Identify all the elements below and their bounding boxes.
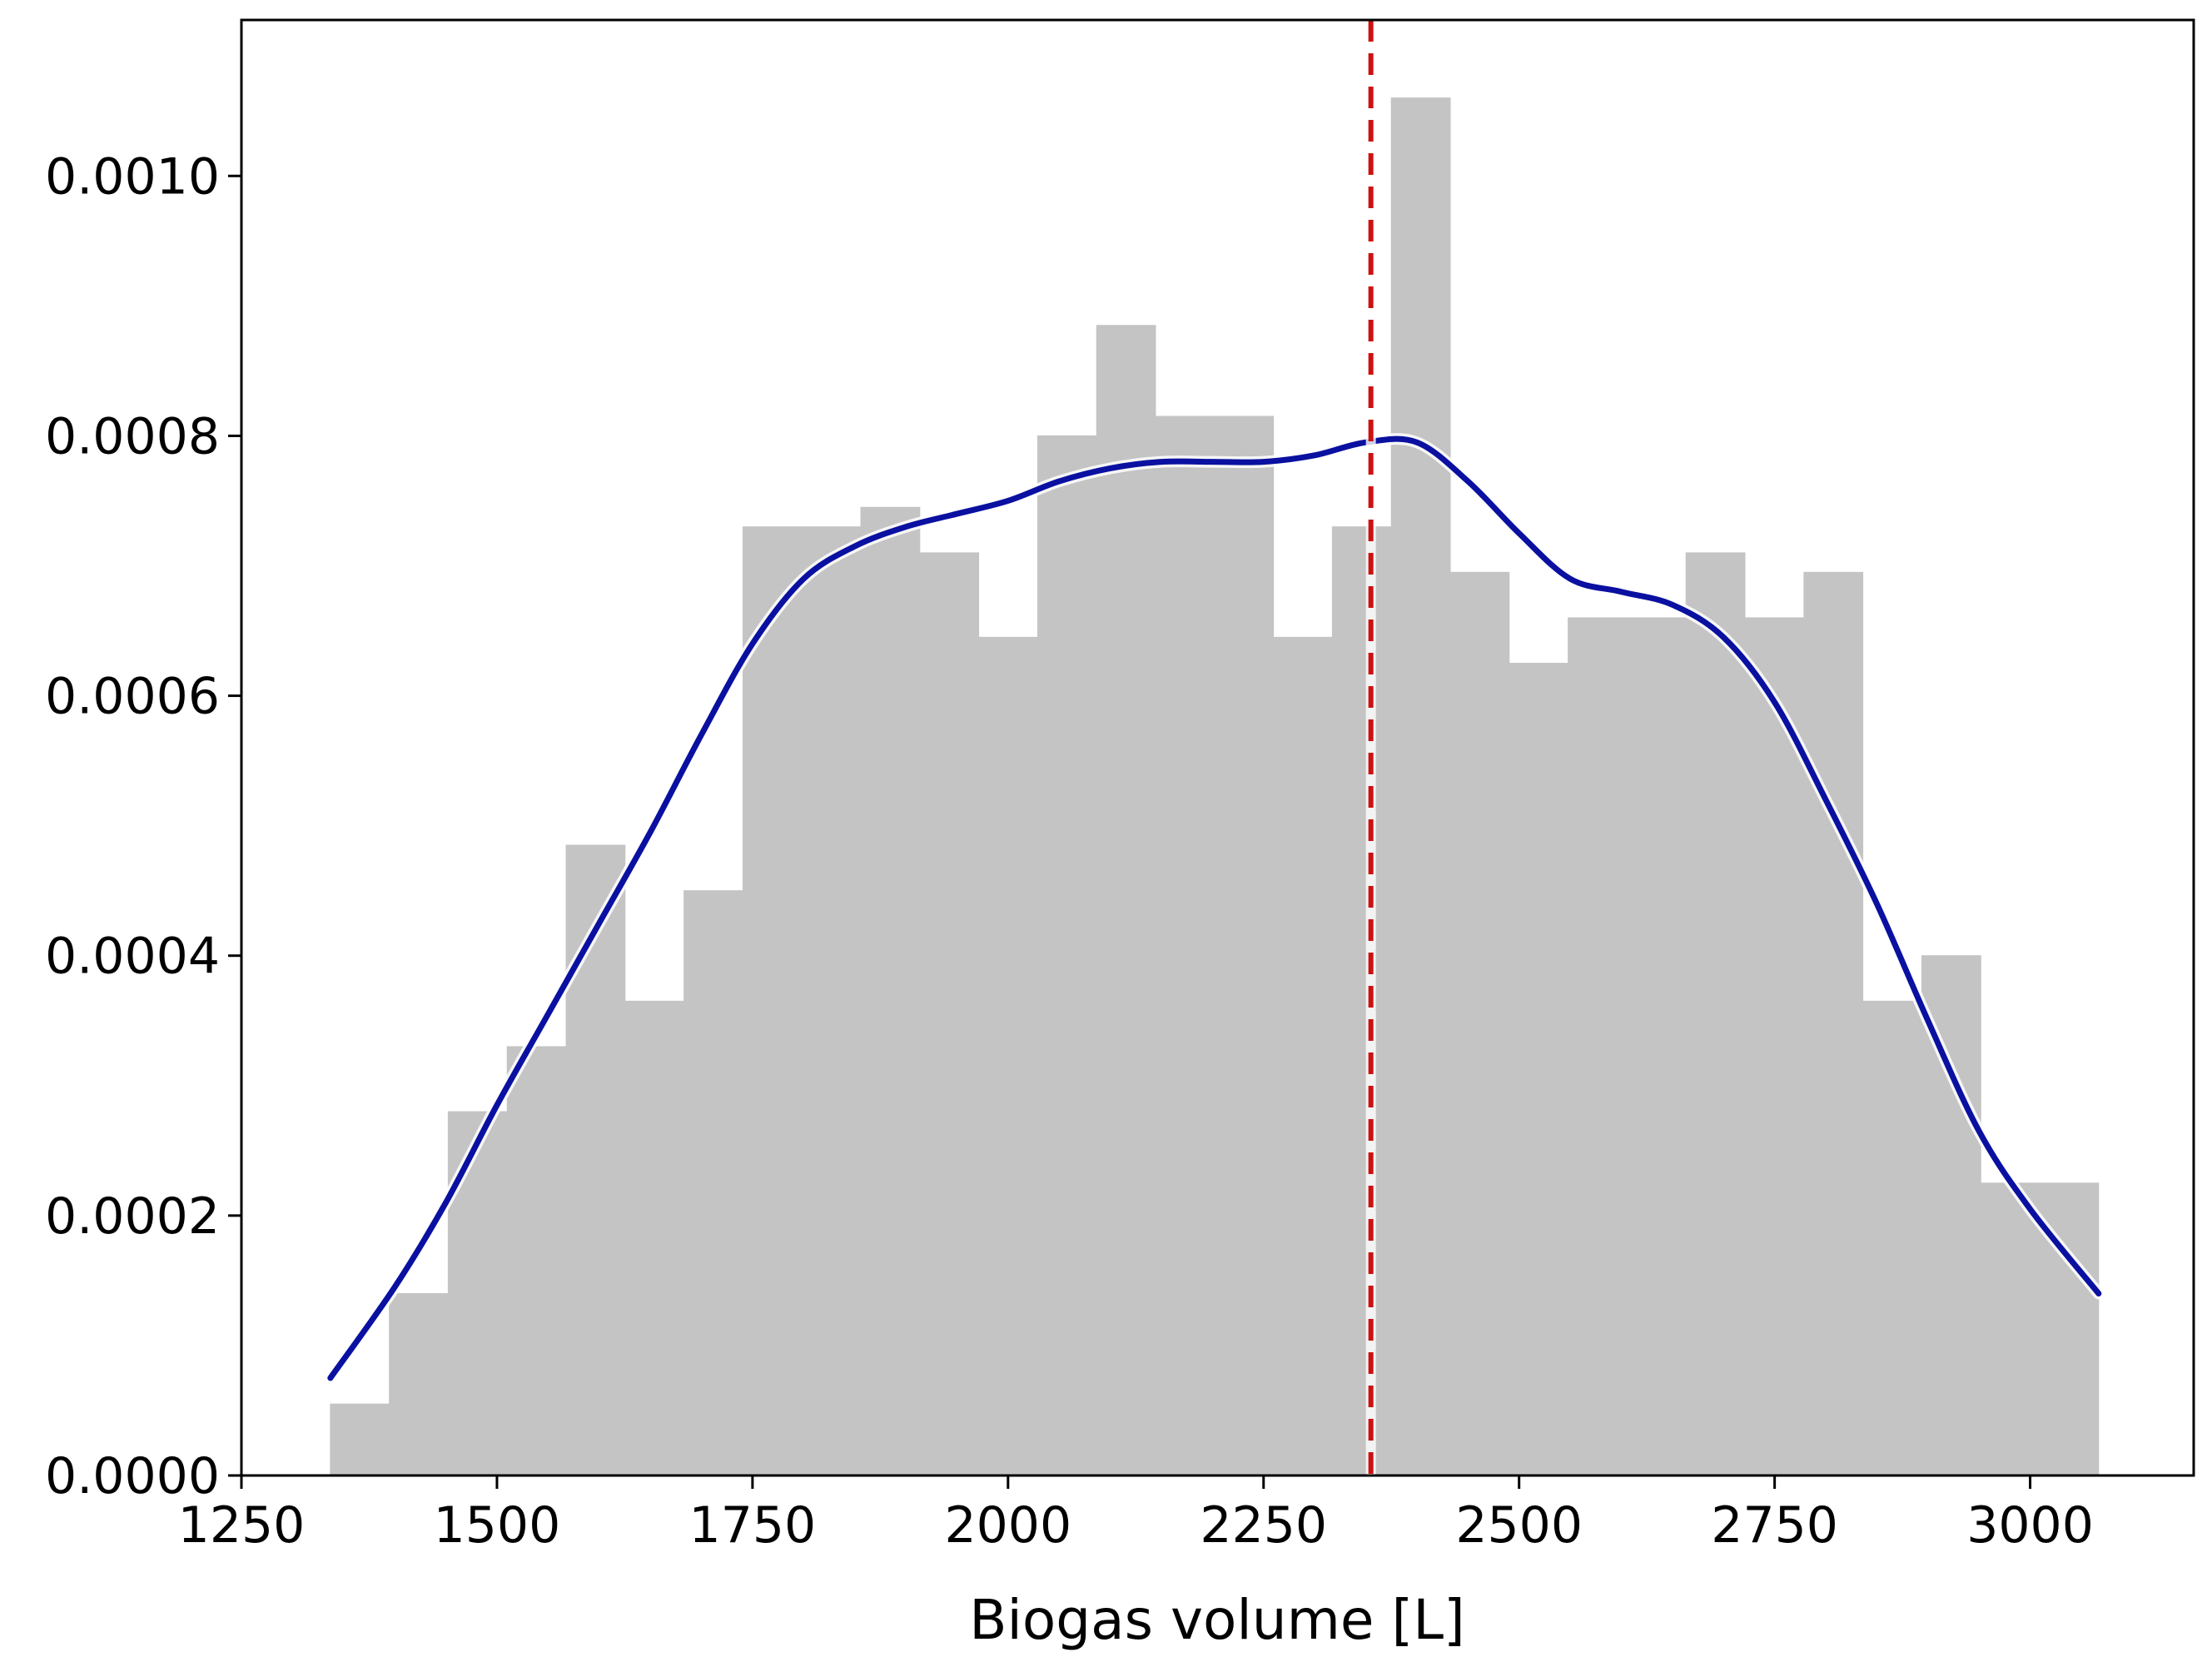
y-axis-ticks: 0.0000 0.0002 0.0004 0.0006 0.0008 0.0010 [45,147,241,1505]
histogram-bar [1036,435,1097,1476]
y-tick-label: 0.0002 [45,1187,220,1246]
x-tick-label: 2500 [1455,1496,1583,1555]
x-tick-label: 3000 [1966,1496,2094,1555]
histogram-bar [1744,617,1805,1476]
histogram-bar [860,506,921,1476]
histogram-bar [565,844,626,1476]
kde-curve [327,435,2102,1381]
y-tick-label: 0.0008 [45,407,220,465]
histogram-bar [1568,617,1628,1476]
plot-frame [240,18,2195,1477]
x-axis-label: Biogas volume [L] [969,1588,1464,1652]
histogram-bar [1980,1182,2041,1476]
histogram-bar [1449,571,1510,1476]
x-tick-label: 1500 [434,1496,561,1555]
histogram-bar [624,1000,685,1476]
y-tick-label: 0.0000 [45,1447,220,1505]
x-tick-label: 2250 [1200,1496,1327,1555]
histogram-bar [1509,663,1569,1476]
x-tick-label: 2750 [1711,1496,1838,1555]
histogram-bar [330,1403,390,1476]
histogram-bars [330,97,2100,1476]
y-tick-label: 0.0006 [45,668,220,726]
histogram-bar [919,552,980,1476]
x-tick-label: 1250 [178,1496,306,1555]
y-tick-label: 0.0004 [45,928,220,986]
x-tick-label: 2000 [944,1496,1071,1555]
x-tick-label: 1750 [689,1496,817,1555]
y-tick-label: 0.0010 [45,147,220,206]
histogram-bar [389,1293,449,1476]
histogram-bar [1685,552,1746,1476]
histogram-bar [1096,325,1156,1476]
histogram-bar [506,1046,567,1476]
histogram-bar [1626,617,1687,1476]
histogram-bar [1862,1000,1922,1476]
histogram-bar [801,526,862,1476]
histogram-bar [1273,636,1333,1476]
histogram-bar [447,1111,508,1476]
kde-curve-layer [324,433,2105,1384]
x-axis-ticks: 1250 1500 1750 2000 2250 2500 2750 3000 [178,1475,2094,1555]
histogram-bar [978,636,1038,1476]
axes [240,18,2195,1477]
histogram-bar [1214,416,1275,1476]
histogram-bar [1331,526,1392,1476]
histogram-bar [742,526,803,1476]
histogram-bar [1155,416,1215,1476]
histogram-bar [683,890,743,1476]
histogram-bar [1390,97,1451,1476]
histogram-bar [1803,571,1864,1476]
